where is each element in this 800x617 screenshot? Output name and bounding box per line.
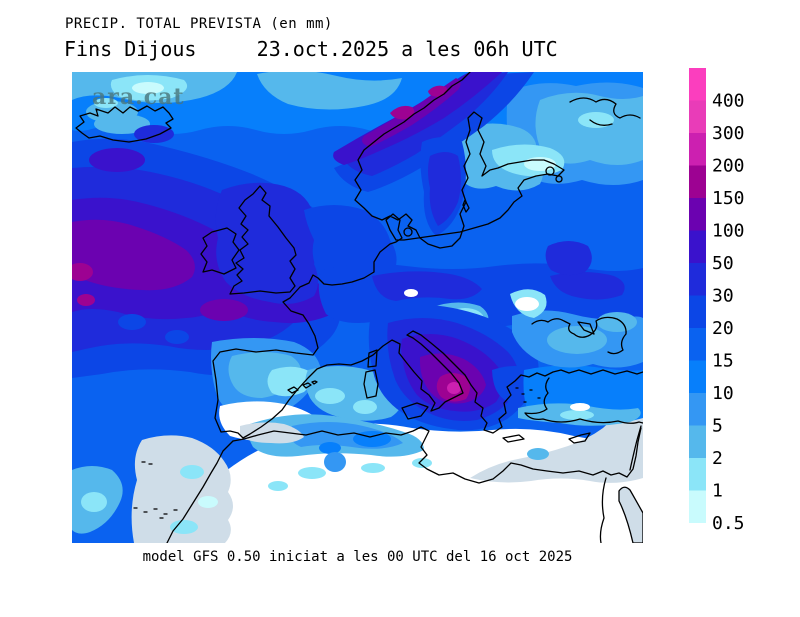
- coastline-sicily: [401, 402, 429, 420]
- coastline-morocco-atlantic: [166, 440, 234, 544]
- coastline-mainland-europe: [212, 71, 644, 439]
- legend-tick-labels: 400 300 200 150 100 50 30 20 15 10 5 2 1…: [712, 91, 745, 535]
- coastline-cyprus: [568, 432, 591, 444]
- coastline-levant: [629, 425, 642, 471]
- coastline-white-sea: [569, 97, 641, 126]
- legend-label: 15: [712, 351, 734, 372]
- coastline-crimea: [577, 321, 595, 335]
- legend-label: 50: [712, 253, 734, 274]
- coastline-crete: [502, 434, 525, 443]
- nile-river: [599, 477, 607, 544]
- coastline-layer: [75, 71, 644, 544]
- coastline-black-sea-north: [531, 316, 627, 355]
- coastline-estonian-island-2: [555, 175, 563, 183]
- legend-label: 10: [712, 383, 734, 404]
- legend-label: 150: [712, 188, 745, 209]
- coastline-turkey-south: [524, 377, 644, 424]
- legend-label: 100: [712, 221, 745, 242]
- coastline-great-britain: [229, 185, 297, 295]
- coastline-zealand: [403, 227, 413, 237]
- precip-fill-layer: [67, 70, 643, 543]
- legend-label: 0.5: [712, 513, 745, 534]
- map-title: PRECIP. TOTAL PREVISTA (en mm): [65, 16, 333, 32]
- ara-cat-watermark: ara.cat: [92, 84, 185, 110]
- legend-color-bar: [689, 68, 706, 523]
- legend-label: 2: [712, 448, 723, 469]
- legend-label: 5: [712, 416, 723, 437]
- precipitation-map: [67, 70, 644, 544]
- model-init-caption: model GFS 0.50 iniciat a les 00 UTC del …: [142, 549, 573, 565]
- coastline-sardinia: [363, 369, 379, 399]
- coastline-gotland: [462, 199, 470, 213]
- coastline-ireland: [200, 227, 240, 275]
- coastline-corsica: [367, 349, 378, 368]
- coastline-balearic-islands: [287, 380, 318, 394]
- coastline-north-africa: [232, 426, 642, 484]
- legend-label: 400: [712, 91, 745, 112]
- coastline-canary-islands: [133, 461, 178, 519]
- coastline-aegean-islands: [515, 387, 541, 403]
- legend-label: 200: [712, 156, 745, 177]
- coastline-estonian-island-1: [545, 166, 555, 176]
- legend-label: 30: [712, 286, 734, 307]
- coastline-iceland: [75, 105, 174, 143]
- map-subtitle-valid-time: Fins Dijous 23.oct.2025 a les 06h UTC: [64, 37, 558, 61]
- precip-color-legend: 400 300 200 150 100 50 30 20 15 10 5 2 1…: [689, 68, 779, 546]
- legend-label: 1: [712, 481, 723, 502]
- legend-label: 20: [712, 318, 734, 339]
- legend-label: 300: [712, 123, 745, 144]
